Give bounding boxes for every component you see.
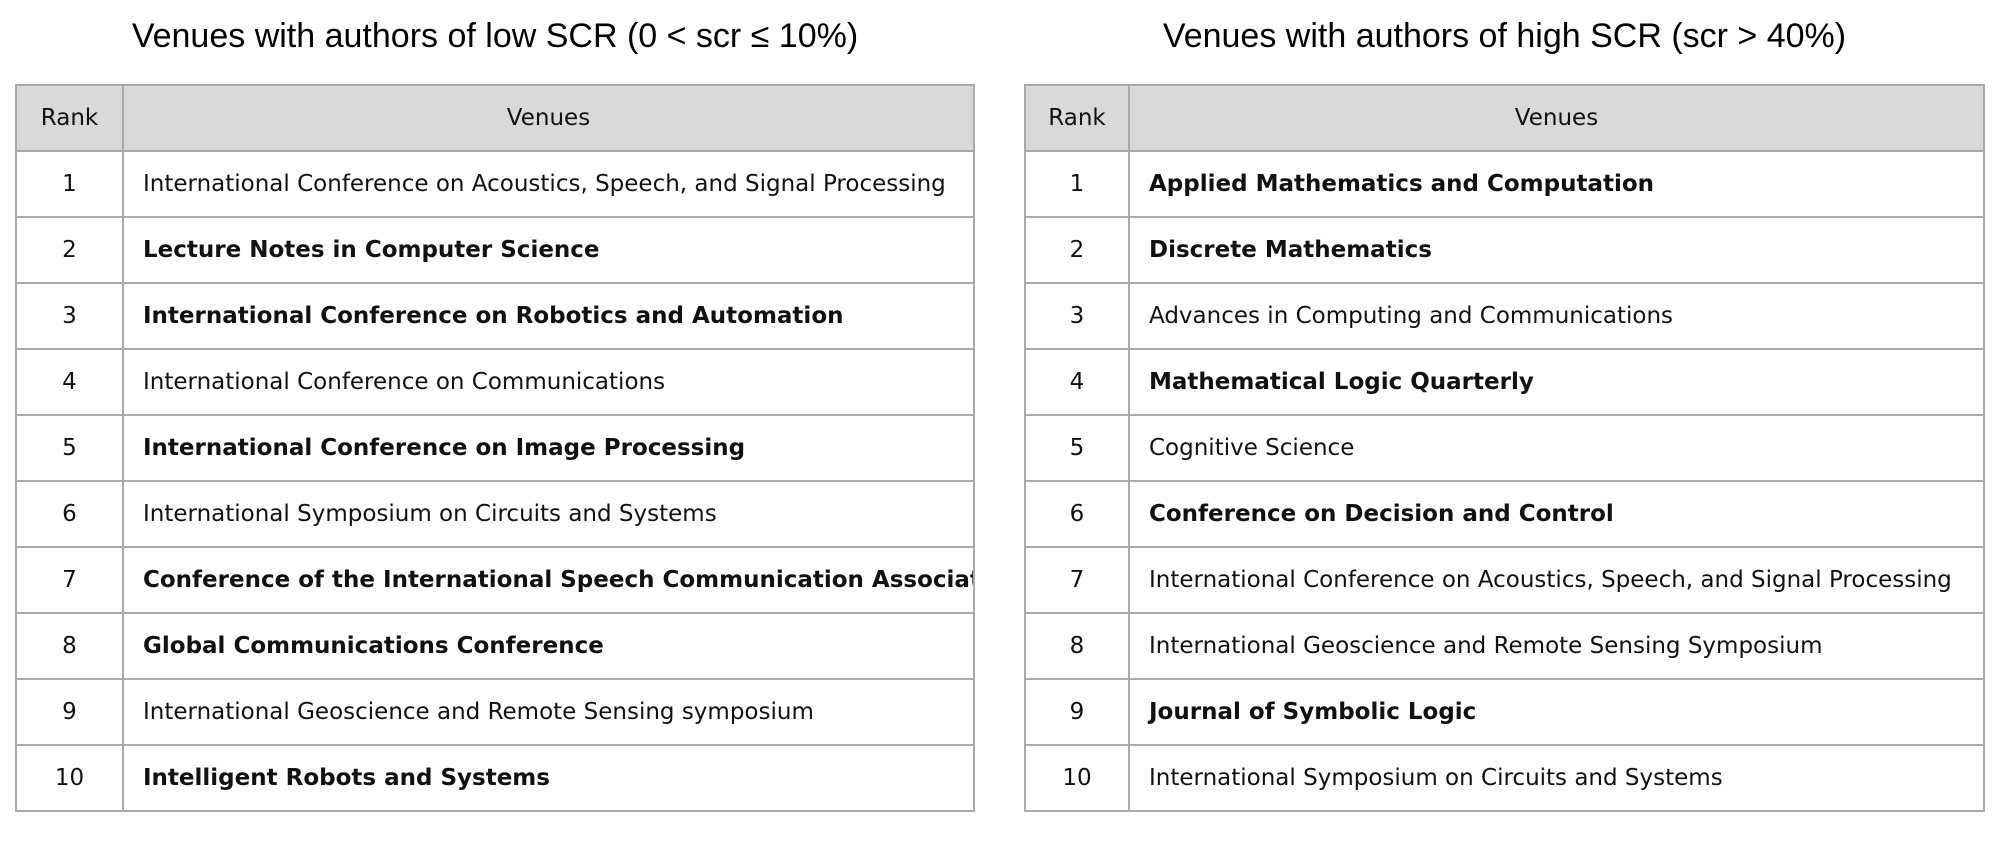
venue-cell: International Conference on Acoustics, S… xyxy=(122,150,975,218)
venue-cell: Applied Mathematics and Computation xyxy=(1128,150,1985,218)
rank-cell: 9 xyxy=(1024,678,1130,746)
table-header-row: Rank Venues xyxy=(1024,84,1985,152)
table-row: 10 International Symposium on Circuits an… xyxy=(1024,744,1985,812)
rank-cell: 9 xyxy=(15,678,124,746)
table-row: 4 International Conference on Communicati… xyxy=(15,348,975,416)
rank-cell: 1 xyxy=(15,150,124,218)
low-scr-table-body: 1 International Conference on Acoustics, … xyxy=(15,150,975,812)
rank-cell: 7 xyxy=(1024,546,1130,614)
rank-cell: 10 xyxy=(15,744,124,812)
rank-cell: 3 xyxy=(1024,282,1130,350)
rank-cell: 10 xyxy=(1024,744,1130,812)
venue-cell: Mathematical Logic Quarterly xyxy=(1128,348,1985,416)
table-row: 3 International Conference on Robotics an… xyxy=(15,282,975,350)
venue-cell: Conference of the International Speech C… xyxy=(122,546,975,614)
table-row: 2 Lecture Notes in Computer Science xyxy=(15,216,975,284)
table-row: 1 Applied Mathematics and Computation xyxy=(1024,150,1985,218)
table-row: 2 Discrete Mathematics xyxy=(1024,216,1985,284)
venue-cell: Cognitive Science xyxy=(1128,414,1985,482)
table-row: 3 Advances in Computing and Communication… xyxy=(1024,282,1985,350)
low-scr-title: Venues with authors of low SCR (0 < scr … xyxy=(131,17,859,55)
venue-cell: Intelligent Robots and Systems xyxy=(122,744,975,812)
venue-cell: Conference on Decision and Control xyxy=(1128,480,1985,548)
table-row: 6 International Symposium on Circuits and… xyxy=(15,480,975,548)
rank-cell: 2 xyxy=(15,216,124,284)
venue-cell: Lecture Notes in Computer Science xyxy=(122,216,975,284)
high-scr-panel: Venues with authors of high SCR (scr > 4… xyxy=(1024,0,1985,812)
table-row: 9 International Geoscience and Remote Sen… xyxy=(15,678,975,746)
rank-column-header: Rank xyxy=(1024,84,1130,152)
rank-cell: 7 xyxy=(15,546,124,614)
table-row: 7 International Conference on Acoustics, … xyxy=(1024,546,1985,614)
venue-cell: International Conference on Robotics and… xyxy=(122,282,975,350)
table-row: 7 Conference of the International Speech … xyxy=(15,546,975,614)
rank-cell: 8 xyxy=(15,612,124,680)
low-scr-panel: Venues with authors of low SCR (0 < scr … xyxy=(15,0,975,812)
table-row: 5 International Conference on Image Proce… xyxy=(15,414,975,482)
rank-cell: 2 xyxy=(1024,216,1130,284)
venue-cell: International Symposium on Circuits and … xyxy=(122,480,975,548)
venue-cell: International Conference on Acoustics, S… xyxy=(1128,546,1985,614)
venues-column-header: Venues xyxy=(1128,84,1985,152)
rank-column-header: Rank xyxy=(15,84,124,152)
table-row: 5 Cognitive Science xyxy=(1024,414,1985,482)
venues-column-header: Venues xyxy=(122,84,975,152)
table-row: 10 Intelligent Robots and Systems xyxy=(15,744,975,812)
venue-cell: International Geoscience and Remote Sens… xyxy=(1128,612,1985,680)
table-row: 8 Global Communications Conference xyxy=(15,612,975,680)
rank-cell: 5 xyxy=(15,414,124,482)
table-header-row: Rank Venues xyxy=(15,84,975,152)
venue-cell: Advances in Computing and Communications xyxy=(1128,282,1985,350)
rank-cell: 5 xyxy=(1024,414,1130,482)
table-row: 9 Journal of Symbolic Logic xyxy=(1024,678,1985,746)
rank-cell: 6 xyxy=(1024,480,1130,548)
venue-cell: International Conference on Image Proces… xyxy=(122,414,975,482)
venue-cell: International Conference on Communicatio… xyxy=(122,348,975,416)
high-scr-table-body: 1 Applied Mathematics and Computation 2 Dis… xyxy=(1024,150,1985,812)
table-row: 1 International Conference on Acoustics, … xyxy=(15,150,975,218)
rank-cell: 1 xyxy=(1024,150,1130,218)
venue-cell: Global Communications Conference xyxy=(122,612,975,680)
venue-cell: International Geoscience and Remote Sens… xyxy=(122,678,975,746)
high-scr-table: Rank Venues 1 Applied Mathematics and Com… xyxy=(1024,84,1985,812)
rank-cell: 8 xyxy=(1024,612,1130,680)
low-scr-table: Rank Venues 1 International Conference on… xyxy=(15,84,975,812)
table-row: 6 Conference on Decision and Control xyxy=(1024,480,1985,548)
high-scr-title: Venues with authors of high SCR (scr > 4… xyxy=(1162,17,1847,55)
rank-cell: 3 xyxy=(15,282,124,350)
venue-cell: Discrete Mathematics xyxy=(1128,216,1985,284)
rank-cell: 4 xyxy=(15,348,124,416)
rank-cell: 6 xyxy=(15,480,124,548)
rank-cell: 4 xyxy=(1024,348,1130,416)
venue-cell: Journal of Symbolic Logic xyxy=(1128,678,1985,746)
table-row: 4 Mathematical Logic Quarterly xyxy=(1024,348,1985,416)
venue-cell: International Symposium on Circuits and … xyxy=(1128,744,1985,812)
table-row: 8 International Geoscience and Remote Sen… xyxy=(1024,612,1985,680)
